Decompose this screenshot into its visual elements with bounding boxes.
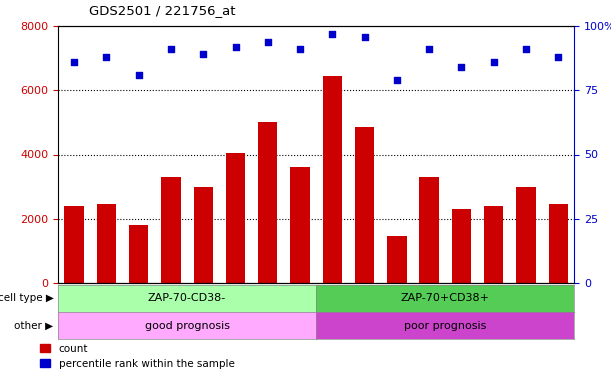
Point xyxy=(69,59,79,65)
Bar xyxy=(258,122,277,283)
Text: good prognosis: good prognosis xyxy=(145,321,230,331)
Text: cell type ▶: cell type ▶ xyxy=(0,293,53,303)
Bar xyxy=(290,167,310,283)
Point xyxy=(392,77,402,83)
Text: ZAP-70+CD38+: ZAP-70+CD38+ xyxy=(401,293,490,303)
Bar xyxy=(549,204,568,283)
Text: poor prognosis: poor prognosis xyxy=(404,321,486,331)
Text: GDS2501 / 221756_at: GDS2501 / 221756_at xyxy=(89,4,235,17)
Bar xyxy=(452,209,471,283)
Bar xyxy=(323,76,342,283)
Bar xyxy=(419,177,439,283)
Point xyxy=(489,59,499,65)
Legend: count, percentile rank within the sample: count, percentile rank within the sample xyxy=(36,339,239,373)
Point xyxy=(456,64,466,70)
Point xyxy=(521,46,531,53)
Point xyxy=(327,31,337,37)
Bar xyxy=(194,187,213,283)
Bar xyxy=(226,153,245,283)
Text: ZAP-70-CD38-: ZAP-70-CD38- xyxy=(148,293,226,303)
Bar xyxy=(129,225,148,283)
Point xyxy=(199,51,208,57)
Point xyxy=(424,46,434,53)
Point xyxy=(554,54,563,60)
Point xyxy=(166,46,176,53)
Point xyxy=(263,39,273,45)
Point xyxy=(360,33,370,39)
Bar xyxy=(161,177,181,283)
Bar xyxy=(387,236,406,283)
Bar xyxy=(516,187,536,283)
Bar xyxy=(97,204,116,283)
Bar xyxy=(484,206,503,283)
Text: other ▶: other ▶ xyxy=(14,321,53,331)
Bar xyxy=(355,127,375,283)
Point xyxy=(101,54,111,60)
Point xyxy=(134,72,144,78)
Point xyxy=(295,46,305,53)
Point xyxy=(230,44,240,50)
Bar xyxy=(65,206,84,283)
